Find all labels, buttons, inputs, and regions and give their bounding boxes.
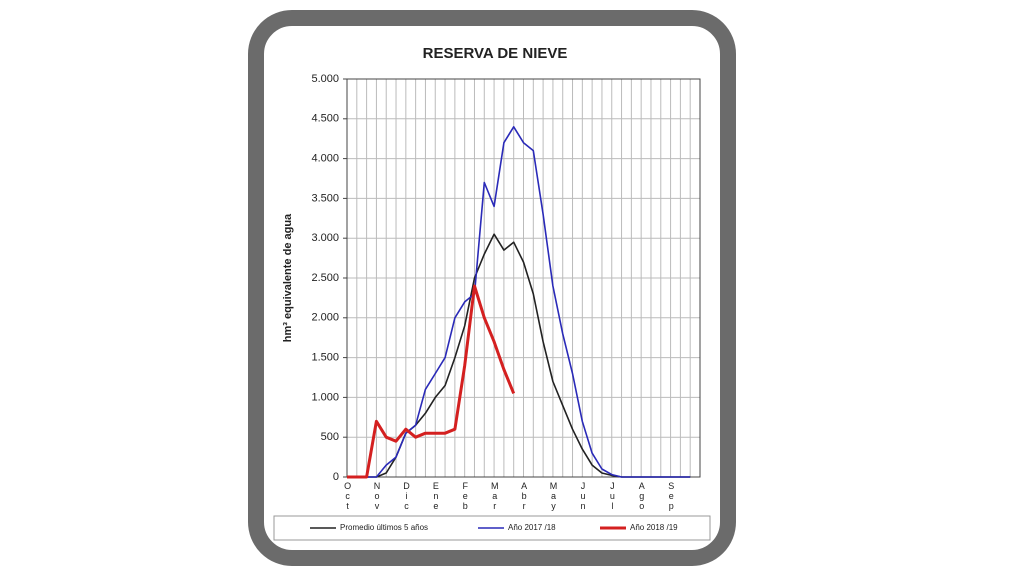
legend-label: Año 2018 /19 — [630, 523, 678, 532]
y-tick-label: 2.500 — [311, 272, 339, 284]
y-tick-label: 4.500 — [311, 113, 339, 125]
x-tick-label: Abr — [519, 481, 529, 511]
legend-label: Año 2017 /18 — [508, 523, 556, 532]
y-axis-label: hm³ equivalente de agua — [282, 213, 294, 342]
y-tick-label: 3.000 — [311, 232, 339, 244]
y-tick-label: 1.500 — [311, 352, 339, 364]
y-tick-label: 3.500 — [311, 192, 339, 204]
x-tick-label: Jul — [607, 481, 617, 511]
series-line — [347, 126, 691, 478]
series-line — [347, 284, 516, 479]
x-tick-label: Mar — [490, 481, 500, 511]
y-tick-label: 500 — [321, 431, 339, 443]
y-tick-label: 4.000 — [311, 153, 339, 165]
x-tick-label: Ene — [431, 481, 441, 511]
chart-title: RESERVA DE NIEVE — [423, 45, 568, 62]
x-tick-label: Sep — [666, 481, 676, 511]
frame — [248, 10, 736, 566]
x-tick-label: Oct — [343, 481, 353, 511]
x-tick-label: Dic — [401, 481, 411, 511]
y-tick-label: 5.000 — [311, 73, 339, 85]
y-tick-label: 0 — [333, 471, 339, 483]
x-tick-label: Ago — [637, 481, 647, 511]
x-tick-label: Nov — [372, 481, 382, 511]
x-tick-label: May — [549, 481, 559, 511]
x-tick-label: Jun — [578, 481, 588, 511]
x-tick-label: Feb — [460, 481, 470, 511]
y-tick-label: 1.000 — [311, 391, 339, 403]
plot-border — [346, 78, 701, 478]
legend-box — [273, 515, 711, 541]
legend-label: Promedio últimos 5 años — [340, 523, 428, 532]
y-tick-label: 2.000 — [311, 312, 339, 324]
